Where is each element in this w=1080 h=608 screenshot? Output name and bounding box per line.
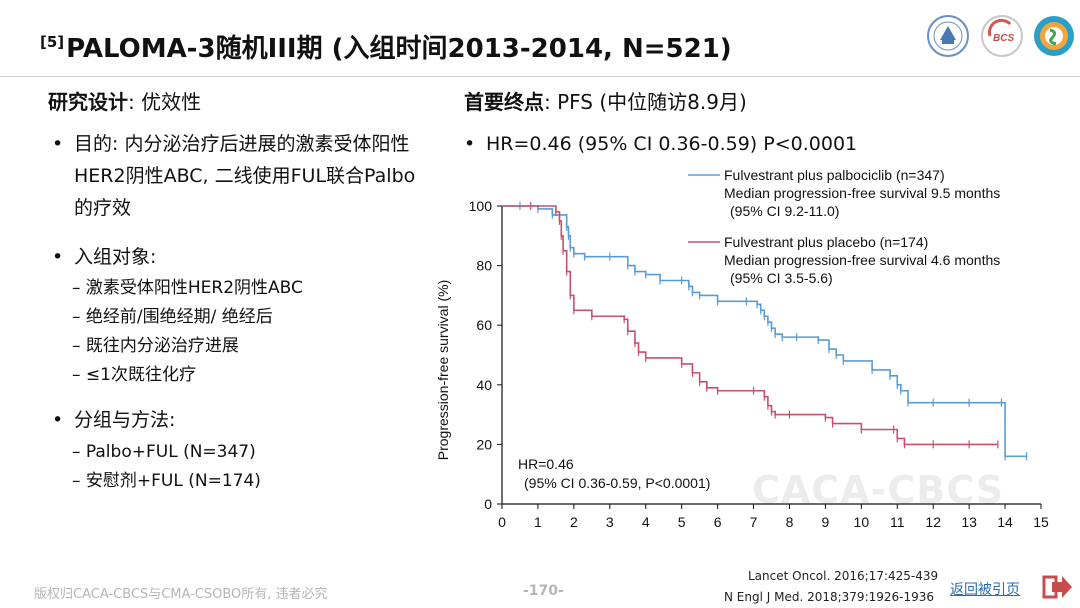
slide-title: [5]PALOMA-3随机III期 (入组时间2013-2014, N=521) bbox=[40, 28, 732, 65]
x-tick-label: 15 bbox=[1033, 514, 1049, 530]
hr-annotation-line2: (95% CI 0.36-0.59, P<0.0001) bbox=[524, 475, 710, 491]
y-tick-label: 20 bbox=[476, 436, 492, 452]
method-sub-2: – 安慰剂+FUL (N=174) bbox=[72, 471, 261, 491]
x-tick-label: 2 bbox=[570, 514, 578, 530]
bullet-population: • 入组对象: bbox=[52, 241, 156, 273]
population-sub-2: – 绝经前/围绝经期/ 绝经后 bbox=[72, 307, 273, 327]
population-sub-3: – 既往内分泌治疗进展 bbox=[72, 336, 239, 356]
x-tick-label: 3 bbox=[606, 514, 614, 530]
x-tick-label: 6 bbox=[714, 514, 722, 530]
reference-2: N Engl J Med. 2018;379:1926-1936 bbox=[724, 590, 935, 604]
x-tick-label: 1 bbox=[534, 514, 542, 530]
method-sub-1: – Palbo+FUL (N=347) bbox=[72, 442, 256, 462]
university-logo bbox=[927, 15, 969, 57]
arrow-right-icon[interactable] bbox=[1040, 571, 1074, 603]
x-tick-label: 13 bbox=[961, 514, 977, 530]
bcs-logo: BCS bbox=[981, 15, 1023, 57]
legend-text-2-2: Median progression-free survival 4.6 mon… bbox=[724, 252, 1000, 268]
copyright-notice: 版权归CACA-CBCS与CMA-CSOBO所有, 违者必究 bbox=[34, 587, 328, 602]
endpoint-heading: 首要终点: PFS (中位随访8.9月) bbox=[464, 90, 747, 114]
title-divider bbox=[0, 76, 1080, 77]
y-tick-label: 0 bbox=[484, 496, 492, 512]
legend-text-2-3: (95% CI 3.5-5.6) bbox=[730, 270, 833, 286]
design-heading: 研究设计: 优效性 bbox=[48, 90, 202, 114]
y-tick-label: 40 bbox=[476, 377, 492, 393]
reference-number: [5] bbox=[40, 33, 65, 52]
y-tick-label: 80 bbox=[476, 258, 492, 274]
bullet-hr-text: HR=0.46 (95% CI 0.36-0.59) P<0.0001 bbox=[486, 133, 858, 155]
x-tick-label: 10 bbox=[854, 514, 870, 530]
hr-annotation-line1: HR=0.46 bbox=[518, 456, 574, 472]
swirl-logo bbox=[1034, 16, 1074, 56]
legend-text-1-3: (95% CI 9.2-11.0) bbox=[730, 203, 839, 219]
y-tick-label: 100 bbox=[469, 198, 493, 214]
legend-text-1-1: Fulvestrant plus palbociclib (n=347) bbox=[724, 167, 945, 183]
bullet-method-text: 分组与方法: bbox=[74, 409, 176, 431]
bullet-population-text: 入组对象: bbox=[74, 246, 157, 268]
population-sub-1: – 激素受体阳性HER2阴性ABC bbox=[72, 278, 303, 298]
bullet-objective-text: 目的: 内分泌治疗后进展的激素受体阳性HER2阴性ABC, 二线使用FUL联合P… bbox=[74, 133, 416, 219]
svg-text:BCS: BCS bbox=[993, 33, 1014, 44]
bullet-objective: • 目的: 内分泌治疗后进展的激素受体阳性HER2阴性ABC, 二线使用FUL联… bbox=[52, 128, 432, 224]
title-text: PALOMA-3随机III期 (入组时间2013-2014, N=521) bbox=[66, 34, 732, 64]
x-tick-label: 11 bbox=[890, 514, 905, 530]
y-axis-label: Progression-free survival (%) bbox=[435, 280, 451, 461]
x-tick-label: 9 bbox=[822, 514, 830, 530]
watermark: CACA-CBCS bbox=[752, 468, 1005, 512]
x-tick-label: 4 bbox=[642, 514, 650, 530]
y-tick-label: 60 bbox=[476, 317, 492, 333]
x-tick-label: 5 bbox=[678, 514, 686, 530]
legend-text-2-1: Fulvestrant plus placebo (n=174) bbox=[724, 234, 928, 250]
x-tick-label: 14 bbox=[997, 514, 1013, 530]
x-tick-label: 12 bbox=[925, 514, 941, 530]
page-number: -170- bbox=[523, 583, 564, 599]
legend-text-1-2: Median progression-free survival 9.5 mon… bbox=[724, 185, 1000, 201]
reference-1: Lancet Oncol. 2016;17:425-439 bbox=[748, 569, 939, 583]
x-tick-label: 0 bbox=[498, 514, 506, 530]
population-sub-4: – ≤1次既往化疗 bbox=[72, 365, 196, 385]
bullet-hr: • HR=0.46 (95% CI 0.36-0.59) P<0.0001 bbox=[464, 128, 857, 160]
bullet-method: • 分组与方法: bbox=[52, 404, 175, 436]
x-tick-label: 8 bbox=[786, 514, 794, 530]
x-tick-label: 7 bbox=[750, 514, 758, 530]
back-to-citation-link[interactable]: 返回被引页 bbox=[950, 582, 1020, 598]
